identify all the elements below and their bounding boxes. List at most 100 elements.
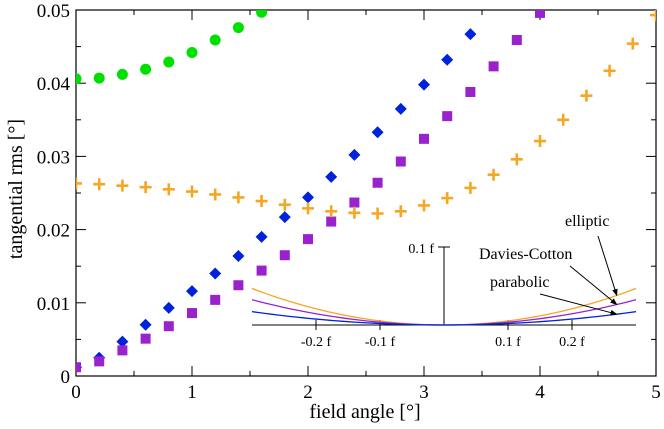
orange-plus-point bbox=[394, 205, 407, 218]
blue-diamonds-point bbox=[278, 211, 291, 224]
main-plot: 0 1 2 3 4 5 0 0.01 0.02 0.03 0.04 0.05 bbox=[37, 1, 661, 403]
orange-plus-point bbox=[418, 199, 430, 212]
orange-plus-point bbox=[371, 207, 384, 220]
purple-squares-point bbox=[94, 356, 105, 367]
inset-x-tick-label: 0.1 f bbox=[495, 335, 521, 350]
orange-plus-point bbox=[603, 64, 616, 77]
annotation-davies-cotton: Davies-Cotton bbox=[479, 246, 572, 263]
orange-plus-point bbox=[626, 37, 639, 50]
purple-squares-point bbox=[372, 177, 383, 188]
orange-plus-point bbox=[162, 183, 175, 196]
orange-plus-point bbox=[76, 177, 82, 190]
annotation-arrow bbox=[569, 265, 618, 305]
inset-y-tick-label: 0.1 f bbox=[408, 242, 434, 257]
orange-plus-point bbox=[348, 206, 361, 219]
purple-squares-point bbox=[326, 216, 337, 227]
blue-diamonds-point bbox=[441, 53, 454, 66]
purple-squares-point bbox=[117, 345, 128, 356]
blue-diamonds-point bbox=[394, 102, 407, 115]
blue-diamonds-point bbox=[255, 230, 268, 243]
data-markers bbox=[76, 10, 656, 374]
annotation-arrow bbox=[539, 293, 618, 316]
purple-squares-point bbox=[76, 362, 81, 373]
x-tick-label: 5 bbox=[651, 382, 661, 403]
y-tick-label: 0.04 bbox=[37, 74, 71, 95]
purple-squares-point bbox=[488, 61, 499, 72]
orange-plus-point bbox=[186, 185, 198, 198]
inset-x-tick-label: -0.1 f bbox=[365, 335, 396, 350]
orange-plus-point bbox=[557, 113, 570, 126]
orange-plus-point bbox=[510, 153, 523, 166]
y-tick-label: 0.02 bbox=[37, 221, 70, 242]
green-circles-point bbox=[76, 73, 82, 85]
purple-squares-point bbox=[187, 308, 197, 319]
x-tick-label: 3 bbox=[419, 382, 429, 403]
blue-diamonds-point bbox=[348, 148, 361, 161]
inset-labels: 0.1 f -0.2 f -0.1 f 0.1 f 0.2 f elliptic Davie… bbox=[301, 213, 618, 350]
y-tick-label: 0.01 bbox=[37, 294, 70, 315]
purple-squares-point bbox=[303, 234, 313, 245]
blue-diamonds-point bbox=[162, 301, 175, 314]
inset-curves bbox=[251, 287, 637, 326]
purple-squares-point bbox=[395, 156, 406, 167]
orange-plus-point bbox=[325, 205, 338, 218]
purple-squares-point bbox=[233, 280, 244, 291]
purple-squares-point bbox=[256, 265, 267, 276]
orange-plus-point bbox=[650, 10, 656, 22]
blue-diamonds-point bbox=[371, 126, 384, 139]
orange-plus-point bbox=[139, 181, 152, 194]
inset-axes bbox=[252, 246, 636, 330]
green-circles-point bbox=[232, 22, 244, 34]
orange-plus-point bbox=[209, 188, 222, 201]
orange-plus-point bbox=[441, 192, 454, 205]
green-circles-point bbox=[93, 72, 105, 84]
blue-diamonds-point bbox=[209, 267, 222, 280]
green-circles-point bbox=[140, 63, 152, 75]
blue-diamonds-point bbox=[464, 28, 477, 41]
purple-squares-point bbox=[535, 10, 545, 18]
orange-plus-point bbox=[255, 195, 268, 208]
annotation-arrow bbox=[597, 235, 618, 297]
purple-squares-point bbox=[210, 294, 221, 305]
inset-x-tick-label: 0.2 f bbox=[559, 335, 585, 350]
parabolic-curve bbox=[251, 311, 637, 326]
green-circles-point bbox=[256, 10, 268, 18]
blue-diamonds-point bbox=[325, 170, 338, 183]
inset-x-tick-label: -0.2 f bbox=[301, 335, 332, 350]
purple-squares-point bbox=[511, 35, 522, 46]
purple-squares-point bbox=[279, 250, 290, 261]
purple-squares-point bbox=[163, 321, 174, 332]
tick-labels: 0 1 2 3 4 5 0 0.01 0.02 0.03 0.04 0.05 bbox=[37, 1, 661, 403]
annotation-parabolic: parabolic bbox=[490, 274, 550, 291]
orange-plus-point bbox=[232, 191, 245, 204]
orange-plus-point bbox=[487, 168, 500, 181]
green-circles-point bbox=[163, 56, 175, 68]
purple-squares-point bbox=[140, 333, 151, 344]
orange-plus-point bbox=[302, 202, 314, 215]
purple-squares-point bbox=[349, 197, 360, 208]
blue-diamonds-point bbox=[186, 285, 198, 298]
purple-squares-point bbox=[465, 86, 476, 97]
y-tick-label: 0.05 bbox=[37, 1, 70, 22]
blue-diamonds-point bbox=[418, 78, 430, 91]
blue-diamonds-point bbox=[232, 249, 245, 262]
x-tick-label: 1 bbox=[187, 382, 197, 403]
x-axis-title: field angle [°] bbox=[309, 401, 420, 423]
green-circles-point bbox=[116, 68, 128, 80]
green-circles-point bbox=[186, 46, 198, 58]
annotation-elliptic: elliptic bbox=[565, 213, 609, 230]
orange-plus-point bbox=[278, 198, 291, 211]
x-tick-label: 0 bbox=[71, 382, 81, 403]
y-tick-label: 0 bbox=[61, 367, 71, 388]
x-tick-label: 4 bbox=[535, 382, 545, 403]
blue-diamonds-point bbox=[139, 318, 152, 331]
purple-squares-point bbox=[419, 133, 429, 144]
blue-diamonds-point bbox=[302, 191, 314, 204]
orange-plus-point bbox=[464, 181, 477, 194]
blue-diamonds-point bbox=[116, 335, 129, 348]
orange-plus-point bbox=[580, 89, 593, 102]
y-axis-title: tangential rms [°] bbox=[5, 119, 27, 259]
orange-plus-point bbox=[534, 135, 546, 148]
purple-squares-point bbox=[442, 111, 453, 122]
